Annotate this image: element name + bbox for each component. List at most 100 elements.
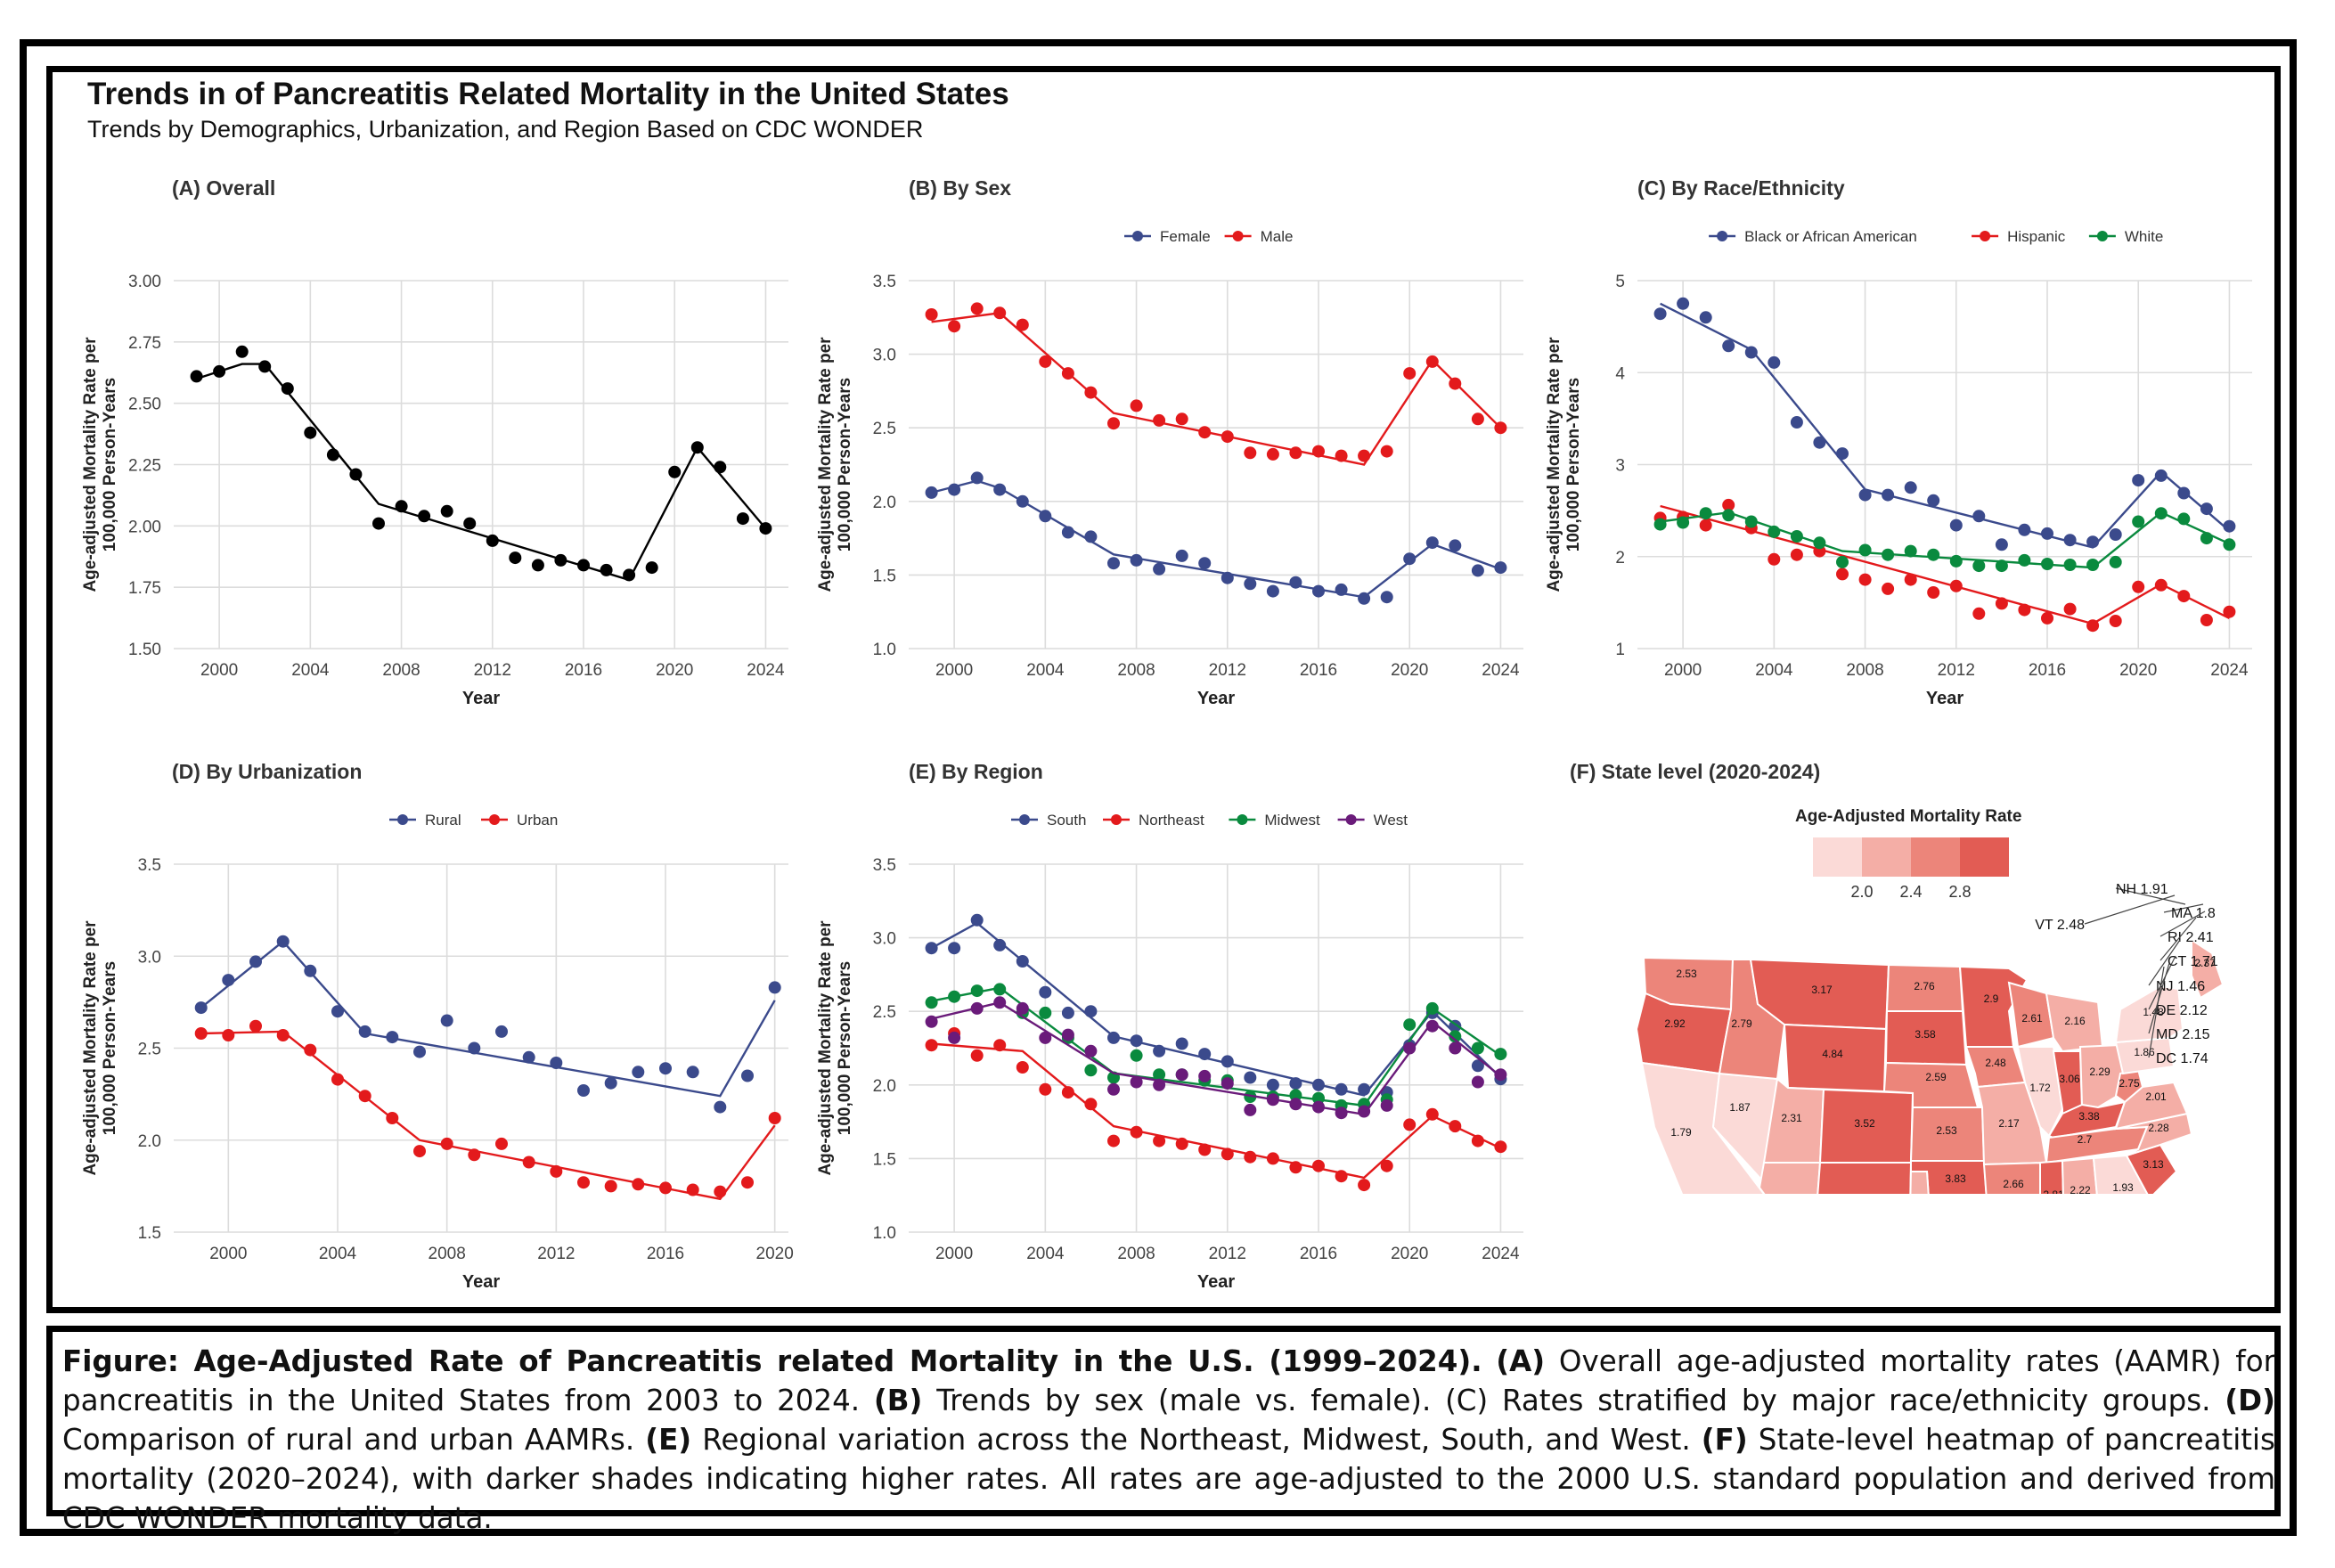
data-point <box>1882 548 1895 561</box>
data-point <box>970 1001 984 1015</box>
trend-line <box>931 1042 1501 1180</box>
y-tick-label: 5 <box>1615 273 1625 291</box>
data-point <box>1403 367 1417 380</box>
data-point <box>1335 1107 1348 1120</box>
data-point <box>1904 573 1917 586</box>
data-point <box>1289 1089 1302 1102</box>
data-point <box>1153 1068 1166 1082</box>
data-point <box>2018 523 2031 536</box>
caption-heading: Figure: Age-Adjusted Rate of Pancreatiti… <box>62 1344 1482 1378</box>
y-tick-label: 3.0 <box>138 948 161 967</box>
trend-line <box>1660 302 2231 549</box>
data-point <box>1790 530 1803 543</box>
data-point <box>993 483 1007 496</box>
data-point <box>925 486 938 499</box>
y-tick-label: 2.00 <box>128 518 161 536</box>
legend-swatch <box>1960 837 2009 877</box>
data-point <box>948 990 961 1003</box>
caption-a-label: (A) <box>1496 1344 1546 1378</box>
x-tick-label: 2008 <box>1846 661 1883 680</box>
data-point <box>1244 1071 1257 1084</box>
legend-key-dot <box>489 814 500 825</box>
data-point <box>550 1057 563 1069</box>
data-point <box>1358 592 1371 605</box>
y-tick-label: 2.0 <box>138 1132 161 1151</box>
data-point <box>1813 436 1826 449</box>
trend-line <box>931 1001 1502 1116</box>
data-point <box>1471 1041 1484 1055</box>
data-point <box>1949 554 1963 568</box>
data-point <box>1289 1077 1302 1090</box>
state-value-ut: 2.31 <box>1781 1112 1802 1124</box>
state-value-ne: 2.59 <box>1925 1071 1947 1083</box>
data-point <box>281 382 294 396</box>
data-point <box>1927 586 1940 599</box>
data-point <box>2109 555 2122 568</box>
data-point <box>1358 1105 1371 1118</box>
x-tick-label: 2024 <box>1482 1245 1520 1263</box>
data-point <box>372 517 385 530</box>
state-value-al: 2.22 <box>2070 1184 2091 1194</box>
x-tick-label: 2008 <box>1117 661 1155 680</box>
data-point <box>1039 985 1052 999</box>
data-point <box>686 1183 699 1196</box>
y-tick-label: 2.5 <box>873 420 896 438</box>
chart-legend: Black or African American Hispanic White <box>1709 228 2163 245</box>
data-point <box>1221 1055 1234 1068</box>
x-tick-label: 2012 <box>1209 661 1246 680</box>
data-point <box>993 938 1007 951</box>
data-point <box>1949 579 1963 592</box>
legend-tick-label: 2.0 <box>1850 883 1873 901</box>
data-point <box>2063 602 2077 616</box>
y-axis-label: 100,000 Person-Years <box>101 961 119 1135</box>
data-point <box>486 534 499 547</box>
data-point <box>1107 417 1120 430</box>
callout-line <box>2163 903 2204 913</box>
chart-legend: South Northeast Midwest West <box>1011 812 1408 829</box>
data-point <box>1130 1075 1143 1089</box>
x-tick-label: 2016 <box>1300 661 1337 680</box>
data-point <box>358 1090 371 1103</box>
legend-swatch <box>1813 837 1862 877</box>
panel-d-title: (D) By Urbanization <box>172 760 363 783</box>
data-point <box>1358 449 1371 462</box>
legend-swatch <box>1862 837 1911 877</box>
caption-b-text: Trends by sex (male vs. female). (C) Rat… <box>922 1384 2211 1417</box>
legend-tick-label: 2.4 <box>1899 883 1922 901</box>
callout-label: NJ 1.46 <box>2156 979 2205 994</box>
callout-label: DE 2.12 <box>2156 1003 2208 1018</box>
legend-key-dot <box>2096 231 2108 241</box>
legend-key-dot <box>1132 231 1143 241</box>
callout-label: MD 2.15 <box>2156 1027 2210 1042</box>
data-point <box>2109 528 2122 541</box>
data-point <box>1471 412 1484 426</box>
y-axis-label: 100,000 Person-Years <box>836 961 854 1135</box>
y-tick-label: 1.50 <box>128 641 161 659</box>
data-point <box>925 308 938 321</box>
trend-line <box>1660 510 2230 569</box>
data-point <box>1836 447 1849 461</box>
x-tick-label: 2004 <box>1755 661 1793 680</box>
data-point <box>1403 552 1417 566</box>
figure-outer-frame <box>20 39 2297 1536</box>
y-axis-label: 100,000 Person-Years <box>1564 378 1583 551</box>
data-point <box>522 1050 535 1064</box>
data-point <box>600 563 613 576</box>
figure-title: Trends in of Pancreatitis Related Mortal… <box>87 77 1009 111</box>
map-legend-title: Age-Adjusted Mortality Rate <box>1795 807 2022 826</box>
data-point <box>2041 527 2053 540</box>
state-shape-ar <box>1982 1161 2048 1194</box>
x-axis-label: Year <box>1926 689 1964 708</box>
state-value-ia: 2.48 <box>1985 1057 2006 1069</box>
data-point <box>1699 519 1712 532</box>
data-point <box>1039 510 1052 523</box>
data-point <box>632 1066 645 1079</box>
data-point <box>993 983 1007 996</box>
trend-line <box>200 1030 776 1201</box>
data-point <box>970 1049 984 1062</box>
data-point <box>659 1181 672 1195</box>
data-point <box>440 1014 453 1027</box>
data-point <box>554 553 567 567</box>
data-point <box>1494 561 1507 575</box>
data-point <box>1107 1134 1120 1147</box>
